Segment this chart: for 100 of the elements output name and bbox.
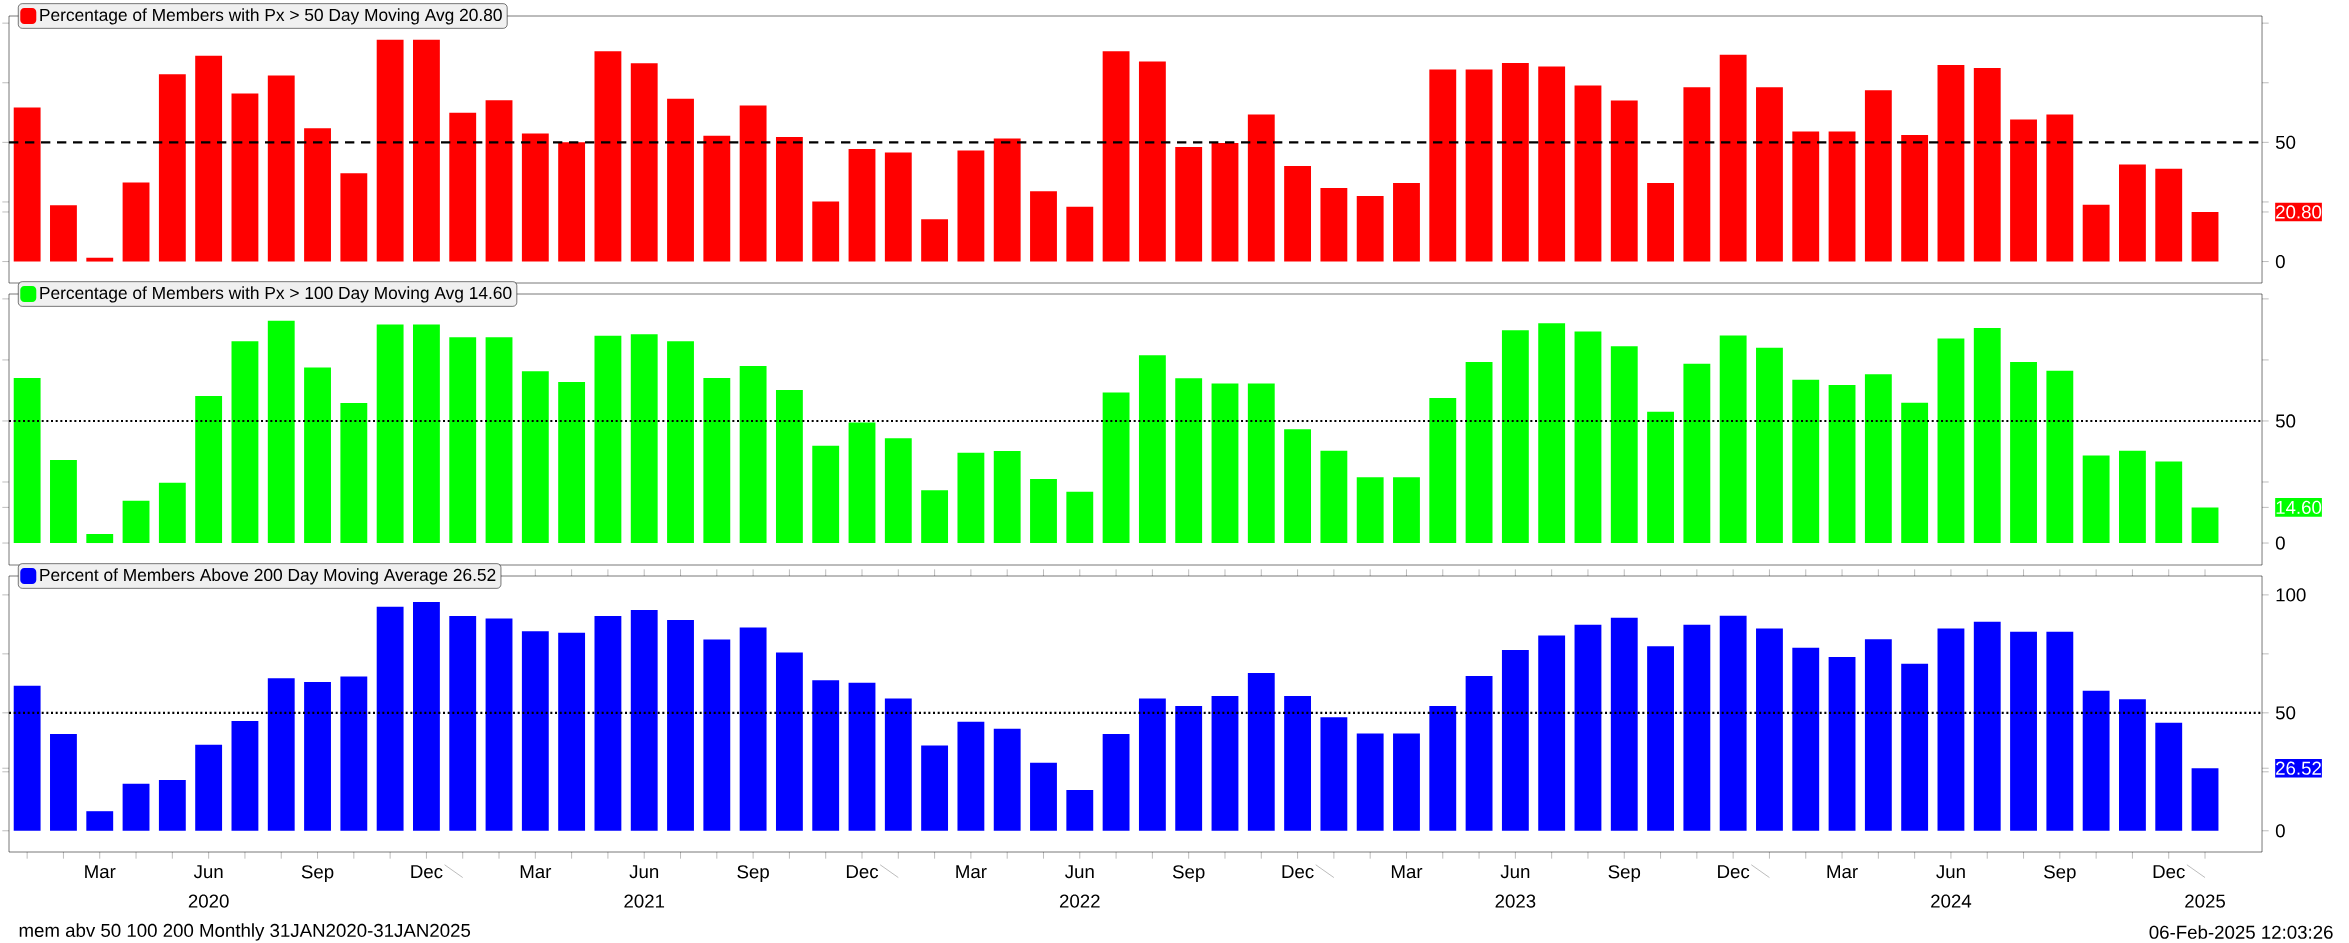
bar <box>1719 335 1747 544</box>
y-tick-label: 0 <box>2275 254 2285 269</box>
bar <box>449 112 477 262</box>
x-tick-label: Jun <box>629 865 659 879</box>
bar <box>1138 61 1166 262</box>
bar <box>1393 477 1420 544</box>
text: 2022 <box>1059 894 1100 908</box>
bar <box>158 780 186 831</box>
bar <box>1574 85 1602 262</box>
bar <box>1429 705 1457 831</box>
bar <box>340 173 368 262</box>
x-tick-label: Jun <box>1065 865 1094 879</box>
bar <box>594 51 622 262</box>
x-tick-label: Dec <box>1718 865 1750 879</box>
legend-label: Percent of Members Above 200 Day Moving Average 26.52 <box>40 568 496 585</box>
x-tick-label: Mar <box>520 865 552 879</box>
bar <box>1756 87 1783 262</box>
bar <box>1393 182 1420 262</box>
bar <box>1683 363 1711 544</box>
bar <box>231 721 259 831</box>
bar <box>86 534 114 544</box>
bar <box>1030 191 1057 262</box>
bar <box>1610 100 1638 262</box>
bar <box>1719 54 1747 262</box>
bar <box>1683 624 1711 831</box>
bar <box>1102 734 1130 831</box>
y-tick-label: 50 <box>2275 706 2296 720</box>
x-tick-label: Sep <box>301 865 334 883</box>
bar <box>1066 491 1094 544</box>
bar <box>231 341 259 544</box>
bar <box>884 698 912 831</box>
x-tick-label: Mar <box>1391 865 1423 879</box>
text: mem abv 50 100 200 Monthly 31JAN2020-31JAN2025 <box>19 923 471 941</box>
legend-label: Percentage of Members with Px > 50 Day Moving Avg 20.80 <box>40 8 502 25</box>
bar <box>1501 62 1529 262</box>
bar <box>1756 628 1783 831</box>
bar <box>1356 477 1384 544</box>
x-tick-label: Dec <box>1282 865 1314 879</box>
bar <box>1647 411 1674 544</box>
bar <box>1973 67 2001 262</box>
bar <box>304 367 331 544</box>
bar <box>1828 656 1856 831</box>
bar <box>413 39 440 262</box>
bar <box>1175 378 1203 544</box>
bar <box>1102 392 1130 544</box>
bar <box>1175 146 1203 262</box>
bar <box>1247 383 1275 544</box>
bar <box>340 676 368 831</box>
bar <box>1901 402 1929 544</box>
bar <box>1211 143 1239 262</box>
bar <box>775 137 803 262</box>
bar <box>304 128 331 262</box>
y-tick-label: 20.80 <box>2276 205 2322 219</box>
bar <box>13 685 41 831</box>
x-tick-label: Mar <box>85 865 116 879</box>
bar <box>1030 479 1057 544</box>
bar <box>2155 168 2183 262</box>
bar <box>1901 134 1929 262</box>
bar <box>1429 398 1457 544</box>
bar <box>848 422 876 544</box>
bar <box>1247 114 1275 262</box>
bar <box>2119 699 2146 831</box>
bar <box>1465 362 1493 544</box>
text: 2025 <box>2185 894 2225 908</box>
bar <box>812 680 840 831</box>
bar <box>158 482 186 544</box>
x-tick-label: Sep <box>1172 865 1205 883</box>
bar <box>2191 768 2219 831</box>
bar <box>630 334 658 544</box>
bar <box>1284 429 1312 544</box>
bar <box>2155 722 2183 831</box>
bar <box>2082 204 2110 262</box>
bar <box>521 371 549 544</box>
bar <box>1756 347 1783 544</box>
bar <box>122 500 150 544</box>
bar <box>1937 628 1965 831</box>
bar <box>1937 65 1965 262</box>
x-tick-label: Sep <box>737 865 769 883</box>
bar <box>1320 187 1348 262</box>
x-tick-label: Mar <box>1827 865 1858 879</box>
bar <box>739 105 767 262</box>
bar <box>1066 206 1094 262</box>
bar <box>1501 650 1529 831</box>
bar <box>921 745 949 831</box>
bar <box>122 783 150 831</box>
bar <box>1538 323 1566 544</box>
bar <box>1864 639 1892 831</box>
x-tick-label: Dec <box>846 865 879 879</box>
y-tick-label: 100 <box>2276 588 2306 602</box>
bar <box>1465 69 1493 262</box>
bar <box>1901 663 1929 831</box>
bar <box>1864 90 1892 262</box>
bar <box>848 682 876 831</box>
bar <box>413 601 440 831</box>
bar <box>884 438 912 544</box>
x-tick-label: Mar <box>956 865 987 879</box>
bar <box>1574 331 1602 544</box>
bar <box>1465 676 1493 831</box>
bar <box>50 460 77 544</box>
bar <box>1211 696 1239 831</box>
